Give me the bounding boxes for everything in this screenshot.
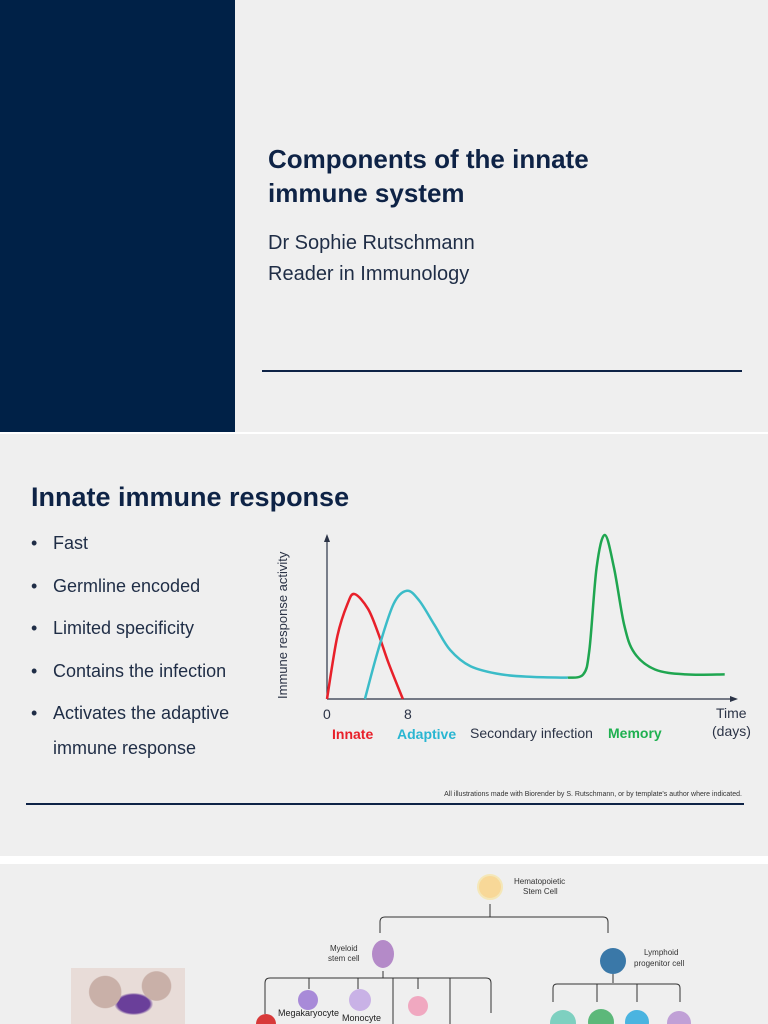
bullet-list: Fast Germline encoded Limited specificit…	[31, 533, 229, 781]
series-adaptive-line	[363, 589, 568, 700]
lymphocyte-icon	[667, 1011, 691, 1024]
author-name: Dr Sophie Rutschmann	[268, 232, 475, 254]
annotation-secondary-infection: Secondary infection	[470, 725, 593, 741]
navy-panel	[0, 0, 235, 432]
lymphoid-label: progenitor cell	[634, 959, 684, 968]
bullet-item: Limited specificity	[31, 618, 229, 639]
bullet-item: Contains the infection	[31, 661, 229, 682]
monocyte-label: Monocyte	[342, 1013, 381, 1023]
annotation-adaptive: Adaptive	[397, 726, 456, 742]
x-tick-label: 8	[404, 706, 412, 722]
series-innate-line	[325, 592, 405, 700]
megakaryocyte-label: Megakaryocyte	[278, 1008, 339, 1018]
y-axis-label: Immune response activity	[275, 551, 290, 699]
title-slide: Components of the innate immune system Dr…	[0, 0, 768, 432]
red-cell-icon	[256, 1014, 276, 1024]
hsc-label: Stem Cell	[523, 887, 558, 896]
x-axis-label: Time	[716, 705, 747, 721]
y-axis-arrow	[324, 534, 330, 542]
lymphoid-cell-icon	[600, 948, 626, 974]
author-role: Reader in Immunology	[268, 263, 470, 285]
lymphocyte-icon	[550, 1010, 576, 1024]
mast-cell-icon	[408, 996, 428, 1016]
connector	[264, 971, 681, 1024]
credit-note: All illustrations made with Biorender by…	[444, 791, 742, 798]
lymphoid-label: Lymphoid	[644, 948, 678, 957]
x-tick-label: 0	[323, 706, 331, 722]
series-memory-line	[567, 533, 725, 679]
immune-response-chart: Immune response activity 0 8 Time (days)…	[275, 533, 751, 742]
divider	[262, 370, 742, 372]
megakaryocyte-cell-icon	[298, 990, 318, 1010]
bullet-item: Fast	[31, 533, 229, 554]
myeloid-cell-icon	[372, 940, 394, 968]
x-axis-label: (days)	[712, 723, 751, 739]
myeloid-label: stem cell	[328, 954, 360, 963]
hsc-cell-icon	[477, 874, 503, 900]
slide-heading: Innate immune response	[31, 482, 350, 512]
blood-smear-photo	[71, 968, 185, 1024]
divider	[26, 803, 744, 805]
lymphocyte-icon	[625, 1010, 649, 1024]
author-block: Dr Sophie Rutschmann Reader in Immunology	[268, 228, 475, 290]
x-axis-arrow	[730, 696, 738, 702]
innate-response-slide: Innate immune response Fast Germline enc…	[0, 434, 768, 856]
hsc-label: Hematopoietic	[514, 877, 565, 886]
connector	[379, 904, 609, 933]
slide-title: Components of the innate immune system	[268, 144, 589, 208]
annotation-innate: Innate	[332, 726, 373, 742]
annotation-memory: Memory	[608, 725, 662, 741]
hematopoiesis-diagram: Hematopoietic Stem Cell Myeloid stem cel…	[256, 874, 691, 1024]
bullet-item: Germline encoded	[31, 576, 229, 597]
monocyte-cell-icon	[349, 989, 371, 1011]
lymphocyte-icon	[588, 1009, 614, 1024]
hematopoiesis-slide: Hematopoietic Stem Cell Myeloid stem cel…	[0, 864, 768, 1024]
myeloid-label: Myeloid	[330, 944, 358, 953]
